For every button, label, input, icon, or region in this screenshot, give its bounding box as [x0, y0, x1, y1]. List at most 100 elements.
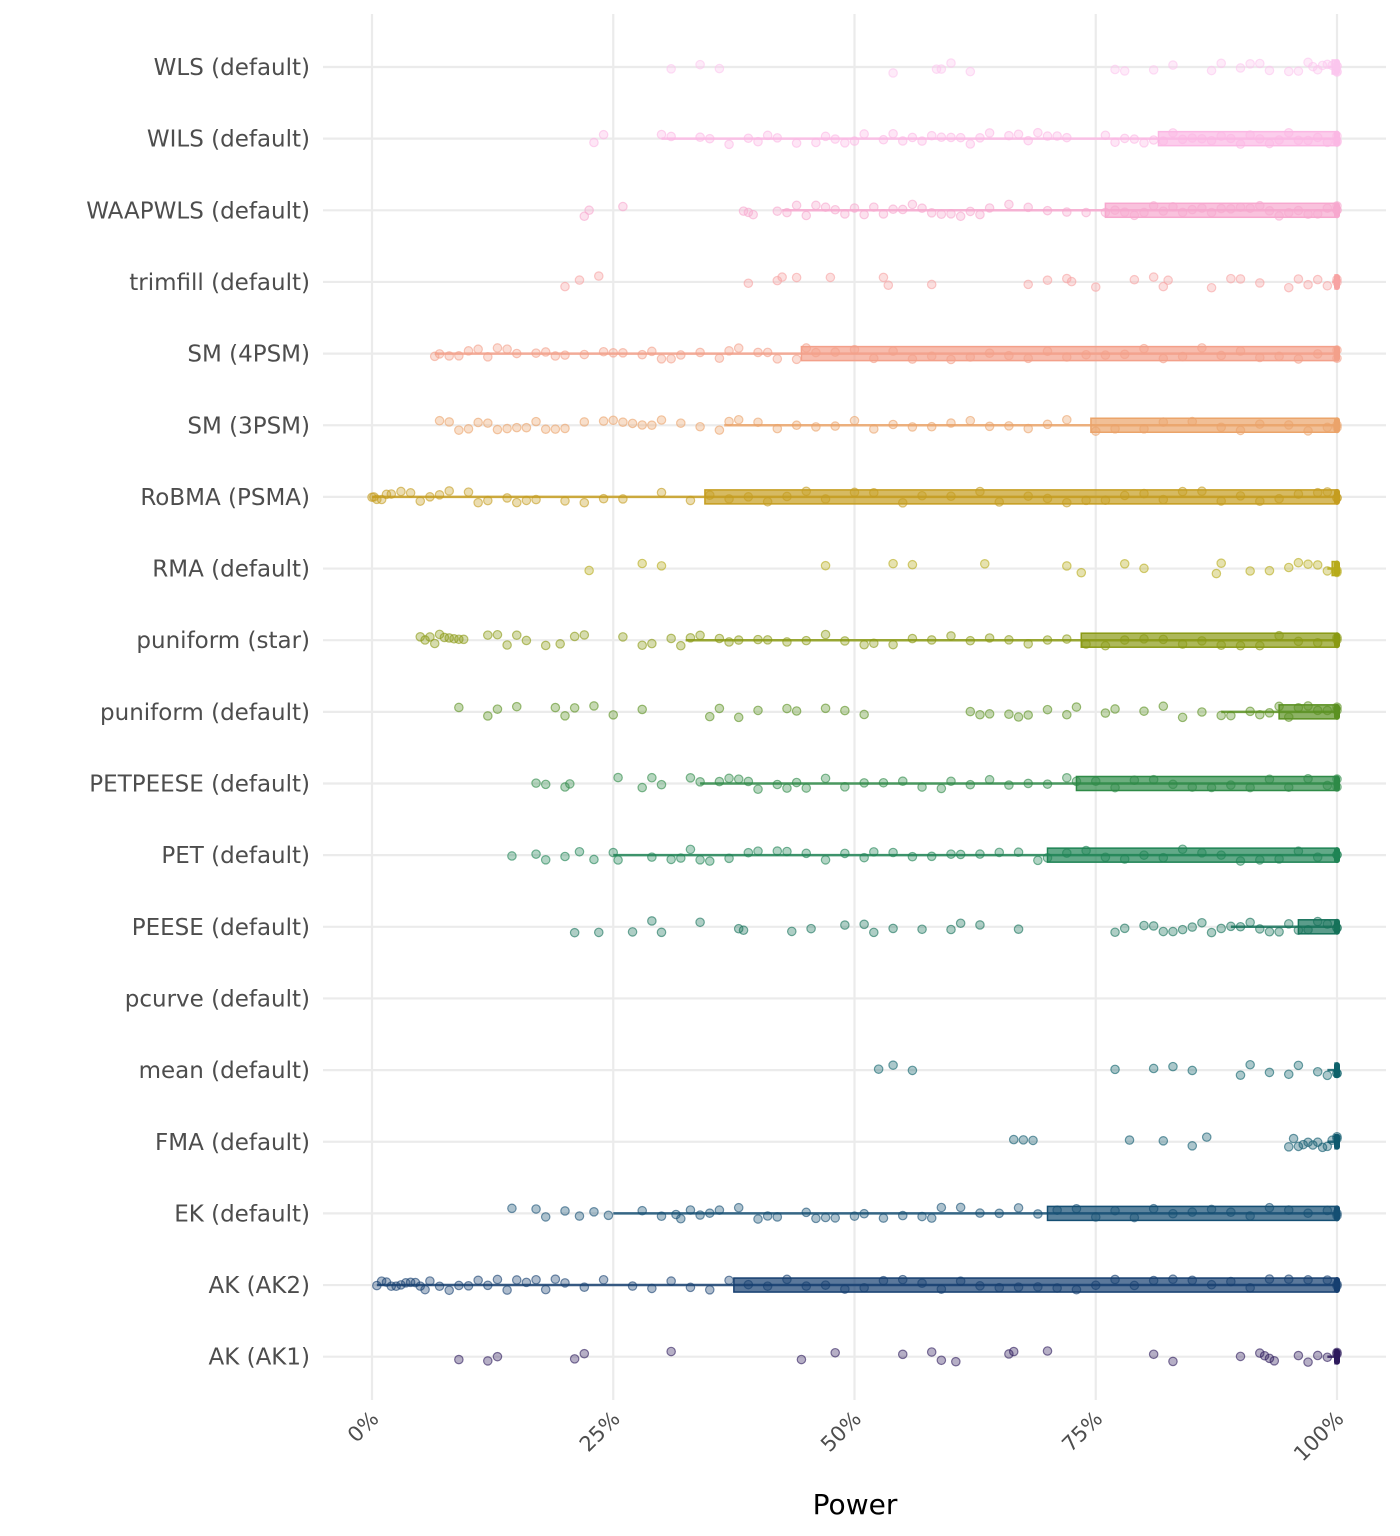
y-tick-label: AK (AK1)	[208, 1345, 310, 1371]
data-point	[1081, 845, 1091, 856]
data-point	[840, 636, 850, 646]
data-point	[1013, 1203, 1024, 1213]
data-point	[1298, 1139, 1309, 1150]
data-point	[1293, 205, 1304, 216]
data-point	[511, 1275, 522, 1285]
series-group	[1008, 1131, 1342, 1153]
data-point	[1033, 127, 1043, 138]
data-point	[1235, 346, 1246, 356]
data-point	[743, 1279, 754, 1290]
data-point	[840, 848, 850, 859]
data-point	[907, 851, 918, 862]
data-point	[1255, 419, 1265, 429]
data-point	[685, 1282, 696, 1293]
data-point	[849, 136, 860, 146]
data-point	[830, 1213, 840, 1223]
y-tick-label: RMA (default)	[152, 557, 310, 583]
data-point	[1283, 712, 1294, 722]
data-point	[1110, 1205, 1120, 1216]
data-point	[704, 1285, 715, 1295]
series-group	[372, 1274, 1342, 1296]
data-point	[1062, 207, 1072, 217]
data-point	[429, 351, 440, 362]
data-point	[1100, 640, 1111, 651]
data-point	[946, 58, 956, 68]
data-point	[811, 347, 821, 358]
series-group	[367, 486, 1342, 508]
data-point	[560, 851, 570, 862]
data-point	[560, 496, 570, 506]
data-point	[637, 782, 647, 793]
data-point	[878, 1275, 889, 1286]
data-point	[975, 133, 985, 143]
data-point	[791, 138, 802, 148]
data-point	[1187, 133, 1198, 143]
data-point	[540, 855, 551, 865]
data-point	[820, 703, 831, 714]
data-point	[1100, 350, 1111, 360]
data-point	[1332, 420, 1342, 430]
data-point	[1288, 1133, 1299, 1144]
data-point	[637, 558, 647, 569]
data-point	[979, 559, 990, 569]
y-tick-label: WAAPWLS (default)	[86, 198, 310, 224]
data-point	[695, 917, 705, 928]
data-point	[1283, 919, 1294, 929]
data-point	[560, 1206, 570, 1216]
data-point	[1274, 854, 1284, 864]
data-point	[502, 493, 512, 503]
data-point	[1332, 565, 1342, 576]
data-point	[801, 1207, 812, 1218]
data-point	[743, 133, 754, 144]
iqr-box	[1090, 417, 1338, 433]
data-point	[1303, 1208, 1313, 1218]
data-point	[762, 1211, 773, 1221]
data-point	[540, 424, 551, 435]
data-point	[772, 1212, 783, 1222]
data-point	[753, 417, 763, 428]
data-point	[550, 1274, 561, 1284]
data-point	[1071, 702, 1082, 712]
data-point	[897, 1349, 908, 1360]
data-point	[975, 709, 985, 720]
data-point	[1163, 275, 1173, 286]
data-point	[675, 418, 686, 428]
data-point	[1139, 343, 1149, 354]
data-point	[859, 209, 869, 220]
data-point	[647, 420, 657, 430]
data-point	[1197, 707, 1207, 717]
data-point	[1110, 64, 1120, 75]
data-point	[560, 281, 570, 292]
data-point	[1216, 422, 1226, 433]
data-point	[598, 416, 609, 426]
data-point	[511, 422, 522, 433]
data-point	[868, 353, 879, 364]
data-point	[1259, 1350, 1270, 1361]
data-point	[1148, 1063, 1159, 1074]
data-point	[811, 1213, 821, 1224]
data-point	[444, 1285, 454, 1296]
data-point	[782, 491, 792, 502]
data-point	[1264, 565, 1275, 576]
data-point	[521, 422, 532, 433]
data-point	[772, 275, 783, 286]
data-point	[1042, 275, 1053, 286]
data-point	[598, 129, 609, 140]
data-point	[434, 629, 445, 640]
data-point	[1303, 701, 1313, 711]
data-point	[931, 64, 942, 74]
data-point	[926, 1347, 937, 1357]
data-point	[1187, 1207, 1198, 1217]
data-point	[579, 417, 590, 427]
data-point	[574, 275, 585, 285]
data-point	[878, 777, 889, 788]
data-point	[492, 424, 503, 435]
data-point	[656, 353, 667, 364]
data-point	[675, 1213, 686, 1224]
data-point	[1119, 490, 1130, 501]
data-point	[907, 1065, 918, 1076]
data-point	[1100, 130, 1111, 141]
series-group	[873, 1059, 1342, 1081]
data-point	[984, 348, 995, 359]
data-point	[400, 1278, 411, 1288]
